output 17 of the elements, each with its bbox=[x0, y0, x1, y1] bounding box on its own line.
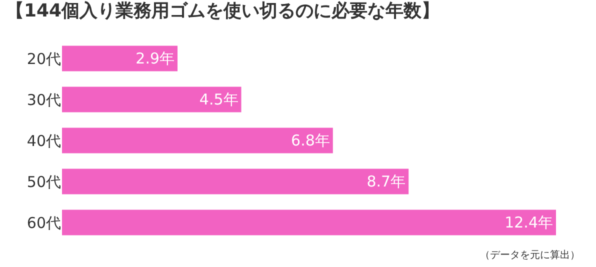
data-label: 2.9年 bbox=[136, 50, 175, 68]
chart-title: 【144個入り業務用ゴムを使い切るのに必要な年数】 bbox=[6, 0, 440, 22]
data-label: 12.4年 bbox=[504, 214, 553, 232]
bar bbox=[62, 46, 178, 72]
bar bbox=[62, 210, 556, 236]
bar bbox=[62, 168, 409, 194]
bar bbox=[62, 86, 242, 112]
text: （データを元に算出） bbox=[480, 249, 580, 261]
y-tick-label: 40代 bbox=[26, 132, 61, 150]
data-label: 4.5年 bbox=[199, 90, 238, 108]
y-tick-label: 30代 bbox=[26, 90, 61, 109]
y-tick-label: 50代 bbox=[26, 172, 61, 191]
y-tick-label: 20代 bbox=[26, 50, 61, 68]
bar bbox=[62, 128, 333, 154]
data-label: 8.7年 bbox=[366, 172, 406, 190]
data-label: 6.8年 bbox=[291, 132, 330, 150]
y-tick-label: 60代 bbox=[26, 214, 61, 232]
